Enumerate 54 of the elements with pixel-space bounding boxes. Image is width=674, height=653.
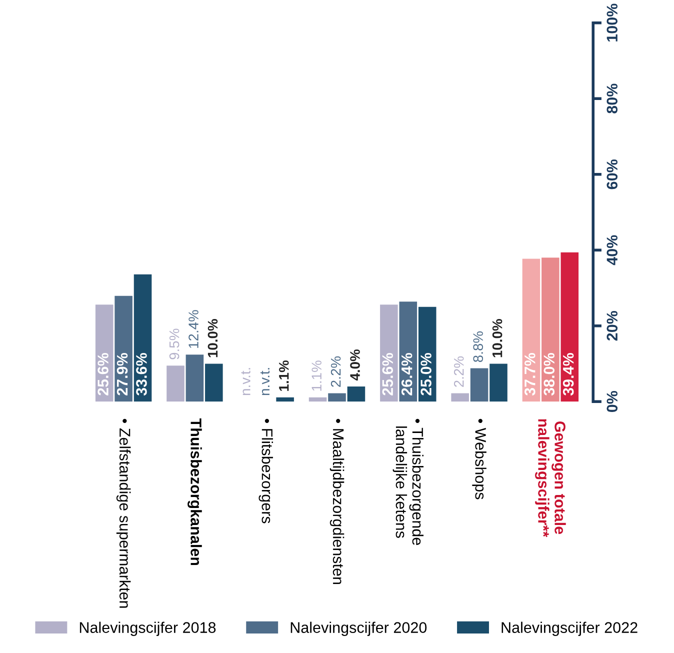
data-label: 39.4% [562, 352, 574, 396]
data-label: 10.0% [208, 319, 218, 358]
bar [95, 304, 114, 402]
y-tick-label: 100% [606, 4, 618, 42]
data-label: 12.4% [188, 310, 198, 348]
data-label: 8.8% [473, 331, 484, 362]
bar [166, 366, 184, 402]
x-tick-label: Gewogen totale nalevingscijfer** [535, 419, 566, 538]
text: n.v.t. [260, 368, 270, 395]
x-tick-label: Thuisbezorgkanalen [188, 418, 202, 566]
data-label: 2.2% [330, 356, 341, 387]
data-label: 9.5% [169, 328, 180, 360]
data-label: 26.4% [401, 352, 412, 396]
data-label: 25.0% [420, 352, 432, 396]
x-tick-label: • Zelfstandige supermarkten [116, 418, 131, 608]
bar [347, 386, 366, 402]
data-label: 2.2% [454, 356, 464, 387]
data-label: 38.0% [544, 352, 555, 396]
x-tick-label: • Thuisbezorgende landelijke ketens [392, 418, 424, 545]
legend-label: Nalevingscijfer 2018 [80, 622, 216, 636]
data-label: 27.9% [116, 352, 128, 396]
bar [490, 364, 508, 402]
y-tick-label: 80% [606, 84, 618, 114]
data-label: 25.6% [98, 352, 108, 396]
bar [451, 393, 469, 402]
legend-label: Nalevingscijfer 2022 [502, 622, 638, 636]
bar [470, 368, 488, 402]
bar [186, 354, 204, 402]
bar [134, 274, 152, 402]
data-label: 1.1% [312, 360, 322, 391]
bar [522, 258, 540, 402]
legend-label: Nalevingscijfer 2020 [290, 622, 427, 636]
bar [308, 397, 327, 402]
x-tick-label: • Webshops [472, 418, 486, 500]
bar [205, 364, 223, 402]
data-label: 4.0% [350, 349, 360, 381]
data-label: 33.6% [136, 352, 147, 396]
bar [380, 304, 398, 402]
y-tick-label: 60% [606, 159, 618, 190]
bar [328, 393, 346, 402]
bar [276, 397, 294, 402]
x-tick-label: • Flitsbezorgers [258, 418, 273, 524]
bar [560, 252, 579, 402]
y-tick-label: 0% [606, 390, 618, 412]
y-tick-label: 20% [606, 310, 618, 341]
bar [114, 296, 132, 402]
data-label: 37.7% [524, 352, 536, 396]
bar [542, 258, 560, 402]
data-label: 10.0% [492, 319, 502, 358]
x-tick-label: • Maaltijdbezorgdiensten [330, 418, 344, 584]
data-label: 1.1% [278, 360, 289, 391]
data-label: 25.6% [382, 352, 394, 396]
y-tick-label: 40% [606, 235, 618, 266]
text: n.v.t. [241, 368, 250, 395]
